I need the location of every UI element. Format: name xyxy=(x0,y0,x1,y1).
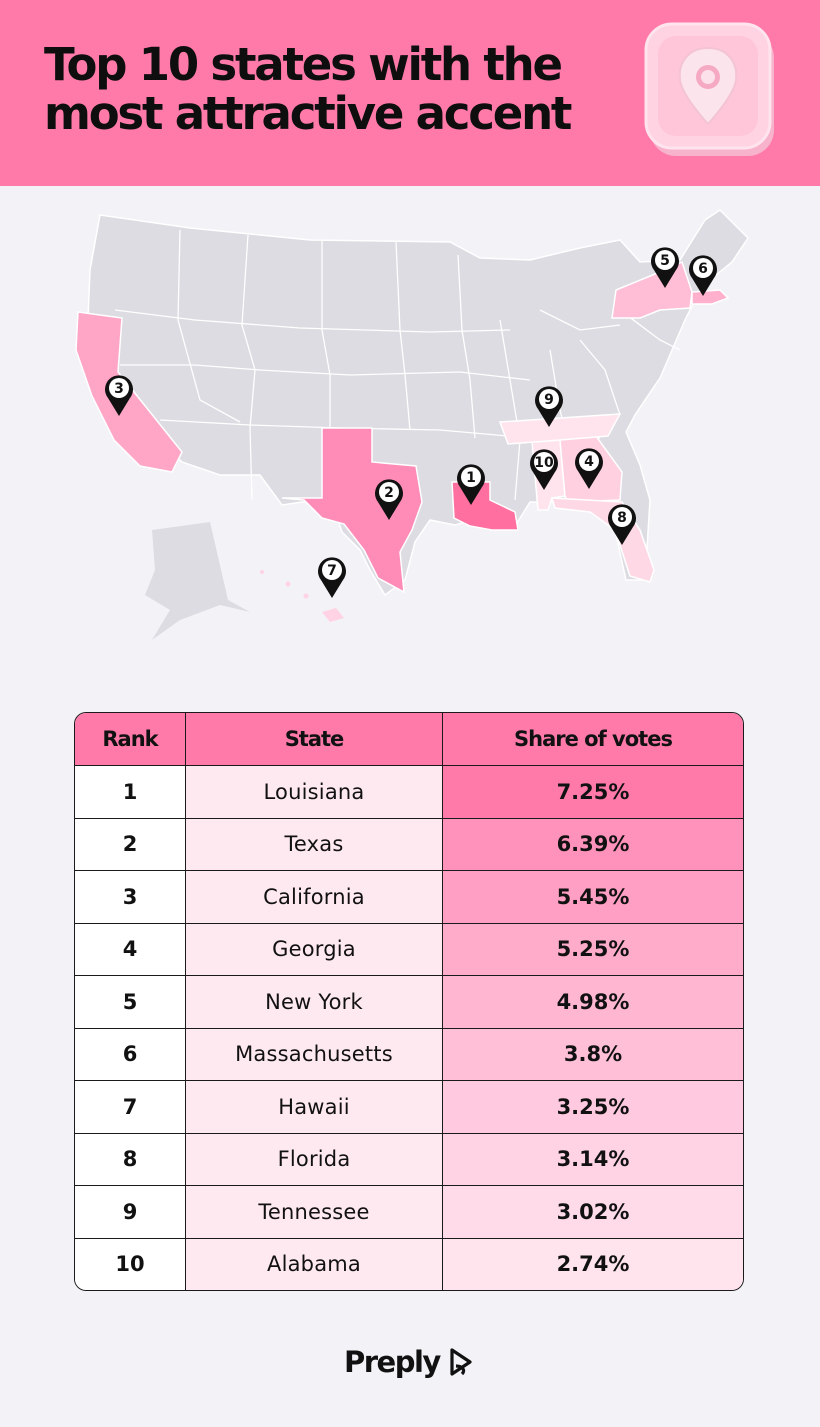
map-marker-hawaii: 7 xyxy=(318,557,346,598)
share-cell: 4.98% xyxy=(443,976,743,1029)
map-pin-label: 7 xyxy=(327,563,337,579)
rank-cell: 8 xyxy=(75,1133,186,1186)
header-banner: Top 10 states with the most attractive a… xyxy=(0,0,820,186)
table-header-row: Rank State Share of votes xyxy=(75,713,743,766)
state-cell: Georgia xyxy=(186,923,443,976)
map-marker-alabama: 10 xyxy=(530,449,558,490)
table-row: 7 Hawaii 3.25% xyxy=(75,1081,743,1134)
map-pin-badge xyxy=(322,560,342,580)
map-marker-tennessee: 9 xyxy=(535,386,563,427)
state-texas xyxy=(281,427,423,594)
location-pin-icon xyxy=(644,22,778,156)
map-marker-florida: 8 xyxy=(608,504,636,545)
share-cell: 3.14% xyxy=(443,1133,743,1186)
rank-cell: 7 xyxy=(75,1081,186,1134)
map-pin-badge xyxy=(534,452,554,472)
state-cell: Alabama xyxy=(186,1238,443,1290)
table-row: 5 New York 4.98% xyxy=(75,976,743,1029)
rank-cell: 2 xyxy=(75,818,186,871)
rank-cell: 3 xyxy=(75,871,186,924)
map-pin-badge xyxy=(539,389,559,409)
table-row: 3 California 5.45% xyxy=(75,871,743,924)
table-row: 8 Florida 3.14% xyxy=(75,1133,743,1186)
map-pin-label: 3 xyxy=(114,381,124,397)
table-row: 4 Georgia 5.25% xyxy=(75,923,743,976)
share-cell: 3.25% xyxy=(443,1081,743,1134)
rank-cell: 6 xyxy=(75,1028,186,1081)
table-row: 6 Massachusetts 3.8% xyxy=(75,1028,743,1081)
state-massachusetts xyxy=(691,289,730,305)
table-row: 2 Texas 6.39% xyxy=(75,818,743,871)
preply-logo-icon xyxy=(450,1348,472,1376)
map-pin-badge xyxy=(461,467,481,487)
map-pin-label: 9 xyxy=(544,392,554,408)
map-pin-label: 2 xyxy=(384,485,394,501)
share-cell: 3.02% xyxy=(443,1186,743,1239)
state-cell: California xyxy=(186,871,443,924)
map-marker-new-york: 5 xyxy=(651,247,679,288)
share-cell: 3.8% xyxy=(443,1028,743,1081)
map-pin-label: 8 xyxy=(617,510,627,526)
state-cell: Louisiana xyxy=(186,766,443,819)
header-rank: Rank xyxy=(75,713,186,766)
alaska-shape xyxy=(145,522,250,640)
state-tennessee xyxy=(498,413,622,445)
map-pin-label: 1 xyxy=(466,470,476,486)
share-cell: 2.74% xyxy=(443,1238,743,1290)
map-marker-texas: 2 xyxy=(375,479,403,520)
header-state: State xyxy=(186,713,443,766)
state-cell: New York xyxy=(186,976,443,1029)
state-hawaii xyxy=(322,608,344,622)
map-pin-label: 4 xyxy=(584,454,594,470)
page-title: Top 10 states with the most attractive a… xyxy=(44,40,604,138)
share-cell: 5.25% xyxy=(443,923,743,976)
rank-cell: 5 xyxy=(75,976,186,1029)
state-cell: Florida xyxy=(186,1133,443,1186)
map-pin-label: 5 xyxy=(660,253,670,269)
title-line-1: Top 10 states with the xyxy=(44,38,563,91)
header-share: Share of votes xyxy=(443,713,743,766)
map-pin-badge xyxy=(612,507,632,527)
map-pin-badge xyxy=(379,482,399,502)
share-cell: 7.25% xyxy=(443,766,743,819)
map-marker-california: 3 xyxy=(105,375,133,416)
preply-logo: Preply xyxy=(344,1342,484,1382)
table-row: 10 Alabama 2.74% xyxy=(75,1238,743,1290)
map-pin-badge xyxy=(693,258,713,278)
map-marker-louisiana: 1 xyxy=(457,464,486,505)
rank-cell: 1 xyxy=(75,766,186,819)
state-cell: Hawaii xyxy=(186,1081,443,1134)
rank-cell: 9 xyxy=(75,1186,186,1239)
map-pin-badge xyxy=(109,378,129,398)
table-row: 1 Louisiana 7.25% xyxy=(75,766,743,819)
rank-cell: 4 xyxy=(75,923,186,976)
us-map: 1 2 3 4 5 6 7 8 9 10 xyxy=(60,200,760,660)
state-cell: Texas xyxy=(186,818,443,871)
map-marker-georgia: 4 xyxy=(575,448,603,489)
title-line-2: most attractive accent xyxy=(44,87,572,140)
share-cell: 5.45% xyxy=(443,871,743,924)
state-cell: Tennessee xyxy=(186,1186,443,1239)
brand-name: Preply xyxy=(344,1345,441,1379)
ranking-table: Rank State Share of votes 1 Louisiana 7.25… xyxy=(74,712,744,1291)
rank-cell: 10 xyxy=(75,1238,186,1290)
map-pin-label: 6 xyxy=(698,261,708,277)
map-marker-massachusetts: 6 xyxy=(689,255,718,296)
state-cell: Massachusetts xyxy=(186,1028,443,1081)
map-pin-label: 10 xyxy=(534,455,554,471)
map-pin-badge xyxy=(655,250,675,270)
table-row: 9 Tennessee 3.02% xyxy=(75,1186,743,1239)
map-pin-badge xyxy=(579,451,599,471)
share-cell: 6.39% xyxy=(443,818,743,871)
